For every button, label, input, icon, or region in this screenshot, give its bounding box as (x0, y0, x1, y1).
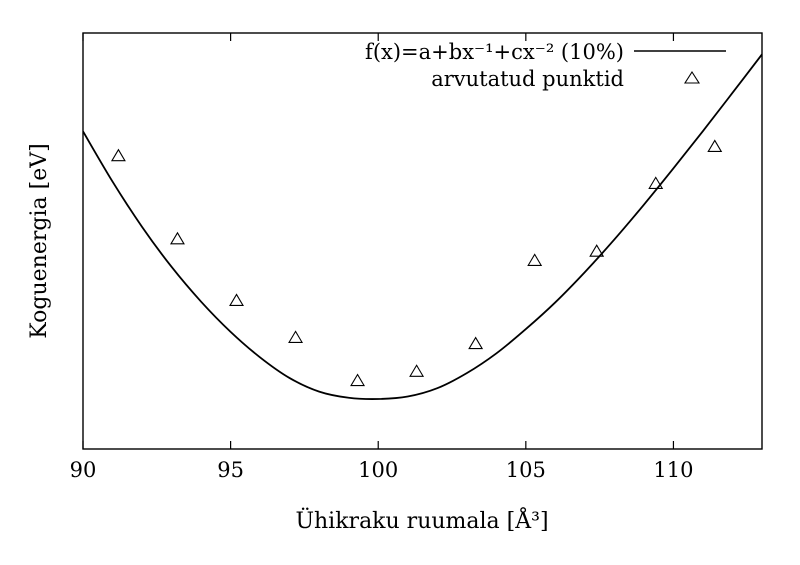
data-point-triangle (350, 373, 366, 387)
legend-swatch-points-marker (683, 70, 701, 84)
fit-curve-series (83, 53, 762, 400)
data-point-triangle (527, 253, 543, 266)
x-tick-label: 100 (358, 458, 398, 482)
data-point-triangle (229, 293, 244, 306)
y-axis-label: Koguenergia [eV] (27, 143, 52, 338)
data-point-triangle (468, 336, 484, 350)
data-point-triangle (589, 244, 605, 257)
fit-curve-line (83, 53, 762, 400)
plot-frame (82, 32, 763, 450)
data-point-triangle (707, 139, 723, 152)
legend: f(x)=a+bx⁻¹+cx⁻² (10%) arvutatud punktid (365, 40, 726, 91)
data-point-triangle (648, 176, 664, 189)
x-tick-label: 95 (217, 458, 244, 482)
legend-label-points: arvutatud punktid (431, 67, 624, 91)
x-tick-label: 110 (653, 458, 693, 482)
data-point-triangle (110, 148, 126, 162)
legend-label-fit: f(x)=a+bx⁻¹+cx⁻² (10%) (365, 40, 624, 64)
x-tick-label: 105 (506, 458, 546, 482)
x-axis-label: Ühikraku ruumala [Å³] (295, 506, 548, 534)
x-axis-tick-labels: 90 95 100 105 110 (70, 458, 694, 482)
data-point-triangle (409, 364, 425, 377)
points-series (110, 139, 723, 387)
x-tick-label: 90 (70, 458, 97, 482)
data-point-triangle (170, 231, 185, 245)
x-axis-ticks (82, 33, 675, 449)
data-point-triangle (288, 330, 304, 343)
